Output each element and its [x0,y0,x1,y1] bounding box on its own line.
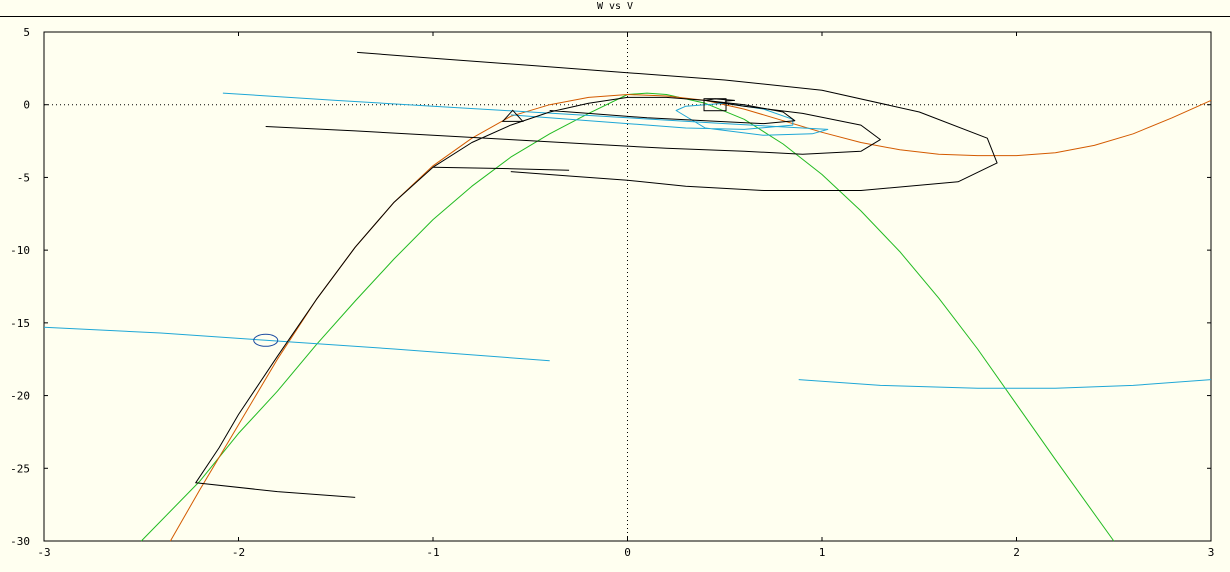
series-line-8 [357,51,998,191]
chart-title: W vs V [596,1,634,12]
series-line-7 [265,98,881,155]
y-tick-label: -25 [10,462,30,475]
series-line-4 [798,379,1212,389]
x-tick-label: 2 [1013,546,1020,559]
x-tick-label: -3 [37,546,50,559]
marker-square [703,98,727,112]
y-tick-label: -5 [17,171,30,184]
series-line-5 [222,92,829,136]
x-tick-label: 1 [819,546,826,559]
series-line-3 [43,326,550,362]
series-line-1 [140,92,1115,542]
series-line-2 [169,94,1212,542]
x-tick-label: -1 [426,546,439,559]
x-tick-label: 3 [1208,546,1215,559]
x-tick-label: 0 [624,546,631,559]
series-line-6 [195,96,796,498]
y-tick-label: -15 [10,317,30,330]
x-tick-label: -2 [232,546,245,559]
title-bar: W vs V [0,0,1230,17]
y-tick-label: 5 [23,26,30,39]
y-tick-label: -30 [10,535,30,548]
y-tick-label: -10 [10,244,30,257]
y-tick-label: -20 [10,390,30,403]
marker-triangle [501,109,524,122]
marker-ellipse [253,333,279,347]
y-tick-label: 0 [23,99,30,112]
series-line-9 [432,166,570,171]
